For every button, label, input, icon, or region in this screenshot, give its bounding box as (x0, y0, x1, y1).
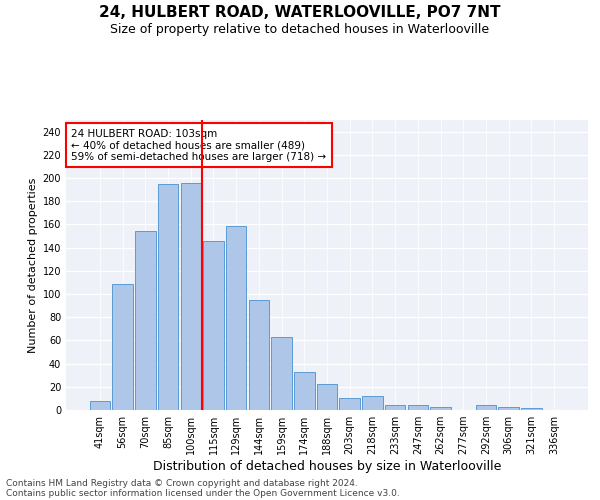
Text: Size of property relative to detached houses in Waterlooville: Size of property relative to detached ho… (110, 22, 490, 36)
Bar (294, 372, 314, 410)
Text: Contains public sector information licensed under the Open Government Licence v3: Contains public sector information licen… (6, 488, 400, 498)
Bar (158, 184, 178, 410)
Bar (90, 400, 110, 410)
Y-axis label: Number of detached properties: Number of detached properties (28, 178, 38, 352)
Bar (203, 240, 224, 410)
Bar (362, 396, 383, 410)
X-axis label: Distribution of detached houses by size in Waterlooville: Distribution of detached houses by size … (153, 460, 501, 473)
Bar (476, 406, 496, 410)
Bar (430, 406, 451, 410)
Text: Contains HM Land Registry data © Crown copyright and database right 2024.: Contains HM Land Registry data © Crown c… (6, 478, 358, 488)
Bar (226, 226, 247, 410)
Bar (521, 408, 542, 410)
Bar (135, 232, 155, 410)
Bar (317, 384, 337, 410)
Bar (248, 300, 269, 410)
Text: 24 HULBERT ROAD: 103sqm
← 40% of detached houses are smaller (489)
59% of semi-d: 24 HULBERT ROAD: 103sqm ← 40% of detache… (71, 128, 326, 162)
Bar (385, 406, 406, 410)
Bar (181, 182, 201, 410)
Bar (499, 406, 519, 410)
Bar (271, 337, 292, 410)
Bar (340, 398, 360, 410)
Bar (112, 284, 133, 410)
Text: 24, HULBERT ROAD, WATERLOOVILLE, PO7 7NT: 24, HULBERT ROAD, WATERLOOVILLE, PO7 7NT (99, 5, 501, 20)
Bar (407, 406, 428, 410)
